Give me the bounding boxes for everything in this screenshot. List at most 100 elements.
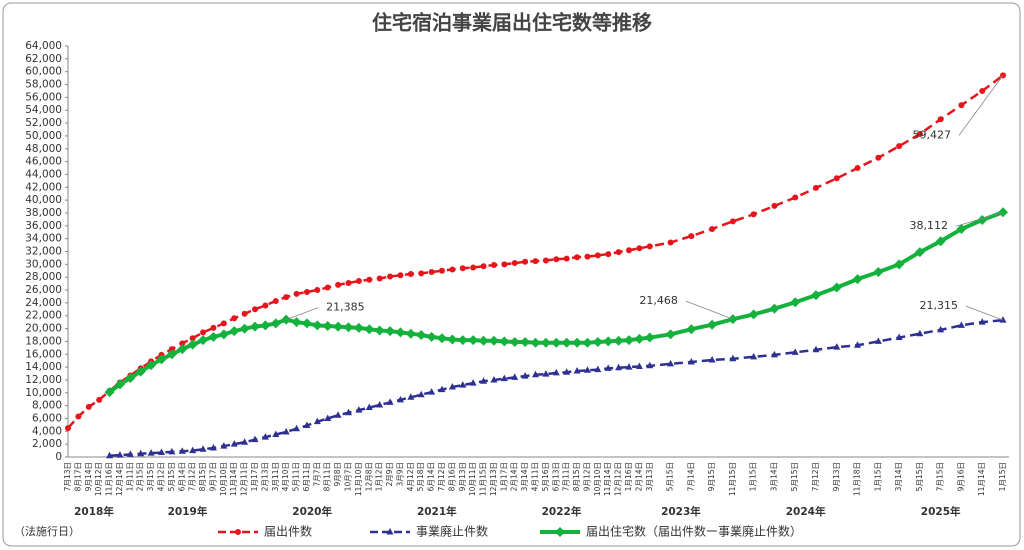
- point: [417, 390, 425, 398]
- point: [563, 255, 570, 262]
- point: [490, 375, 498, 383]
- point: [490, 261, 497, 268]
- point: [334, 411, 342, 418]
- point: [343, 322, 354, 333]
- point: [644, 332, 655, 343]
- point: [303, 421, 311, 429]
- y-tick-label: 40,000: [25, 194, 62, 206]
- x-tick-label: 3月9日: [395, 462, 404, 487]
- point: [447, 334, 458, 345]
- y-tick-label: 20,000: [25, 323, 62, 335]
- x-tick-label: 8月17日: [73, 462, 82, 491]
- point: [937, 325, 945, 333]
- point: [366, 276, 373, 283]
- point: [791, 348, 799, 355]
- point: [812, 345, 820, 353]
- point: [200, 329, 207, 336]
- y-tick-label: 38,000: [25, 207, 62, 219]
- x-tick-label: 2月9日: [385, 462, 394, 487]
- point: [282, 427, 290, 435]
- point: [210, 324, 217, 331]
- point: [177, 344, 188, 355]
- x-tick-label: 11月15日: [479, 462, 488, 496]
- point: [999, 316, 1007, 323]
- point: [770, 350, 778, 358]
- point: [831, 282, 842, 293]
- y-tick-label: 36,000: [25, 220, 62, 232]
- point: [353, 322, 364, 333]
- point: [469, 379, 477, 386]
- point: [272, 297, 279, 304]
- point: [220, 320, 227, 327]
- point: [364, 324, 375, 335]
- leader-line: [685, 300, 734, 320]
- x-year-label: 2025年: [921, 505, 961, 518]
- point: [958, 102, 965, 109]
- point: [667, 239, 674, 246]
- point: [365, 403, 373, 411]
- x-year-label: 2021年: [417, 505, 457, 518]
- series-line: [108, 210, 1004, 394]
- x-tick-label: 12月8日: [364, 462, 373, 491]
- point: [979, 87, 986, 94]
- x-tick-label: 5月15日: [666, 462, 675, 491]
- y-tick-label: 60,000: [25, 66, 62, 78]
- point: [114, 379, 125, 390]
- point: [376, 275, 383, 282]
- point: [592, 337, 603, 348]
- point: [220, 442, 228, 449]
- y-tick-label: 50,000: [25, 130, 62, 142]
- point: [750, 352, 758, 360]
- point: [615, 363, 623, 371]
- x-tick-label: 7月7日: [312, 462, 321, 487]
- y-tick-label: 22,000: [25, 310, 62, 322]
- point: [218, 329, 229, 340]
- point: [448, 383, 456, 390]
- x-tick-label: 1月16日: [624, 462, 633, 491]
- x-tick-label: 10月12日: [94, 462, 103, 496]
- x-tick-label: 5月18日: [416, 462, 425, 491]
- point: [634, 333, 645, 344]
- point: [147, 449, 155, 456]
- point: [322, 320, 333, 331]
- x-tick-label: 3月15日: [146, 462, 155, 491]
- point: [894, 259, 905, 270]
- point: [250, 321, 260, 332]
- point: [771, 202, 778, 209]
- point: [189, 446, 197, 454]
- point: [468, 335, 479, 346]
- x-tick-label: 11月10日: [354, 462, 363, 496]
- point: [522, 258, 529, 265]
- point: [387, 273, 394, 280]
- point: [895, 333, 903, 341]
- point: [65, 425, 71, 432]
- point: [239, 323, 250, 334]
- point: [646, 361, 654, 369]
- x-tick-label: 7月15日: [936, 462, 945, 491]
- point: [301, 318, 312, 329]
- x-tick-label: 9月8日: [333, 462, 342, 487]
- point: [687, 357, 695, 365]
- point: [688, 233, 695, 240]
- point: [896, 143, 903, 150]
- x-tick-label: 1月15日: [998, 462, 1007, 491]
- point: [636, 245, 643, 252]
- y-tick-label: 30,000: [25, 258, 62, 270]
- point: [199, 445, 207, 452]
- y-tick-label: 2,000: [32, 438, 62, 450]
- point: [293, 290, 300, 297]
- x-tick-label: 5月15日: [915, 462, 924, 491]
- point: [416, 329, 427, 340]
- x-tick-label: 9月17日: [208, 462, 217, 491]
- y-tick-label: 44,000: [25, 168, 62, 180]
- legend-marker: [386, 528, 394, 535]
- x-tick-label: 9月13日: [458, 462, 467, 491]
- y-tick-label: 26,000: [25, 284, 62, 296]
- point: [916, 329, 924, 337]
- point: [480, 263, 487, 270]
- point: [833, 343, 841, 350]
- leader-line: [958, 75, 1004, 136]
- y-tick-label: 62,000: [25, 53, 62, 65]
- y-tick-label: 46,000: [25, 156, 62, 168]
